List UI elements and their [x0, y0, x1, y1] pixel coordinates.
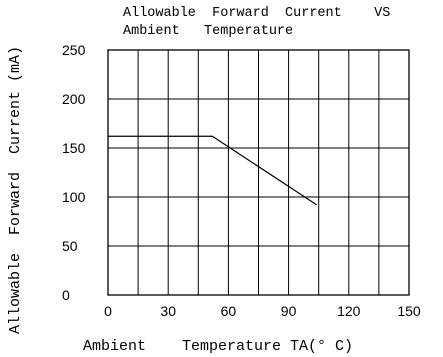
- x-tick-label: 30: [160, 303, 176, 319]
- y-tick-label: 100: [62, 189, 86, 205]
- series-line: [108, 135, 318, 206]
- chart-title-line1: Allowable Forward Current VS: [123, 6, 390, 21]
- x-tick-label: 0: [104, 303, 112, 319]
- x-axis-label: Ambient Temperature TA(° C): [83, 338, 353, 355]
- y-tick-label: 200: [62, 91, 86, 107]
- tick-labels: 0 50 100 150 200 250 0 30 60 90 120 150: [62, 42, 421, 319]
- x-tick-label: 60: [221, 303, 237, 319]
- series-lines: [108, 135, 318, 206]
- plot-frame: [107, 49, 410, 296]
- y-tick-label: 50: [62, 238, 78, 254]
- x-tick-label: 90: [281, 303, 297, 319]
- y-tick-label: 0: [62, 287, 70, 303]
- y-tick-label: 150: [62, 140, 86, 156]
- x-tick-label: 150: [397, 303, 421, 319]
- x-tick-label: 120: [337, 303, 361, 319]
- y-tick-label: 250: [62, 42, 86, 58]
- grid-lines: [107, 49, 410, 296]
- chart-title-line2: Ambient Temperature: [123, 24, 293, 39]
- y-axis-label: Allowable Forward Current (mA): [7, 46, 24, 334]
